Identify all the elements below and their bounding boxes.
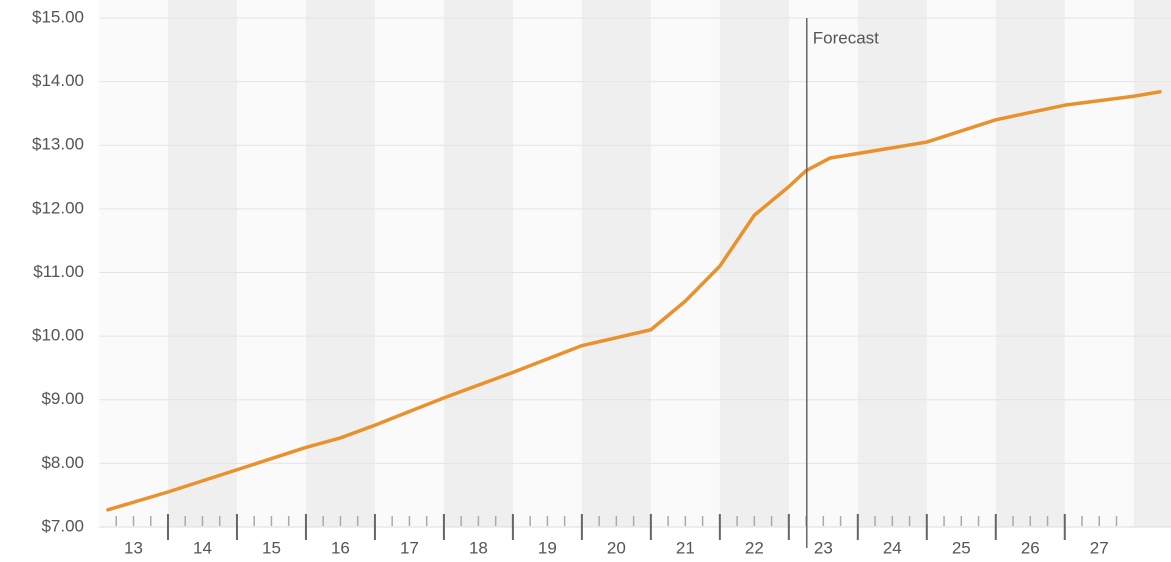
x-tick-label: 22 [745,538,764,557]
y-tick-label: $15.00 [32,7,84,26]
x-tick-label: 17 [400,538,419,557]
x-tick-label: 14 [193,538,212,557]
year-band [443,0,513,527]
x-tick-label: 18 [469,538,488,557]
year-band [581,0,651,527]
year-band [719,0,789,527]
y-tick-label: $10.00 [32,326,84,345]
x-tick-label: 25 [952,538,971,557]
year-band [857,0,927,527]
x-tick-label: 19 [538,538,557,557]
forecast-label: Forecast [813,28,879,47]
x-tick-label: 24 [883,538,902,557]
y-tick-label: $9.00 [41,389,84,408]
y-tick-label: $7.00 [41,516,84,535]
x-tick-label: 23 [814,538,833,557]
y-tick-label: $14.00 [32,71,84,90]
year-band [1133,0,1171,527]
y-tick-label: $13.00 [32,135,84,154]
y-tick-label: $8.00 [41,453,84,472]
x-tick-label: 26 [1021,538,1040,557]
year-band [167,0,237,527]
x-tick-label: 21 [676,538,695,557]
x-tick-label: 27 [1090,538,1109,557]
x-tick-label: 16 [331,538,350,557]
y-tick-label: $12.00 [32,198,84,217]
year-band [995,0,1065,527]
x-tick-label: 15 [262,538,281,557]
x-tick-label: 13 [124,538,143,557]
line [106,90,1162,512]
x-tick-label: 20 [607,538,626,557]
year-band [305,0,375,527]
y-tick-label: $11.00 [33,262,84,281]
